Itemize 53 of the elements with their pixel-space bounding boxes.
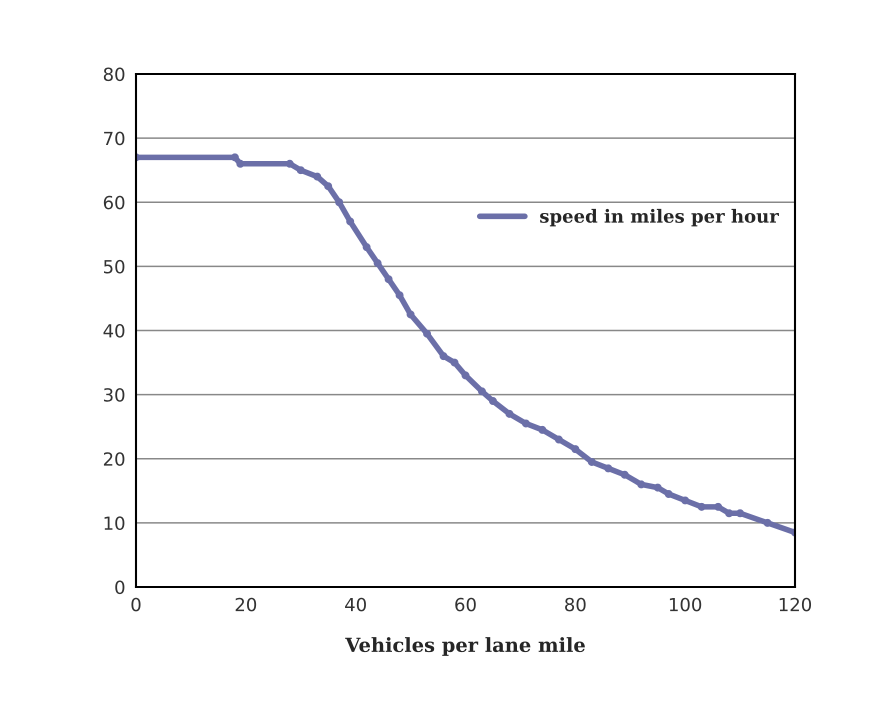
point [604, 464, 612, 472]
point [554, 436, 563, 444]
point [681, 496, 690, 504]
y-tick-label: 50 [104, 260, 124, 274]
point [286, 160, 294, 168]
x-tick-label: 40 [345, 598, 366, 612]
point [571, 445, 580, 454]
y-tick-label: 0 [115, 580, 124, 594]
point [714, 502, 722, 511]
y-tick-label: 40 [103, 324, 124, 338]
x-tick-label: 100 [670, 598, 702, 612]
x-tick-label: 120 [780, 598, 812, 612]
point [736, 509, 744, 518]
point [423, 330, 432, 338]
point [588, 458, 596, 466]
x-axis-title: Vehicles per lane mile [345, 637, 585, 656]
point [374, 259, 382, 268]
x-tick-label: 0 [131, 598, 141, 612]
point [478, 387, 486, 396]
point [654, 484, 662, 492]
point [505, 410, 514, 418]
y-tick-label: 60 [104, 196, 124, 210]
point [664, 490, 673, 498]
x-tick-label: 20 [236, 598, 256, 612]
point [335, 198, 344, 206]
point [230, 153, 239, 162]
point [296, 166, 305, 174]
y-tick-label: 10 [104, 516, 124, 530]
point [637, 480, 646, 488]
point [538, 426, 546, 434]
point [620, 470, 629, 479]
point [313, 172, 322, 181]
point [396, 291, 404, 300]
legend-label: speed in miles per hour [540, 208, 779, 226]
y-tick-label: 30 [104, 388, 124, 402]
y-tick-label: 20 [104, 452, 124, 466]
point [346, 217, 354, 226]
point [324, 182, 332, 190]
x-tick-label: 60 [455, 598, 476, 612]
y-tick-label: 70 [104, 132, 124, 146]
point [764, 518, 772, 527]
point [362, 243, 371, 252]
point [462, 371, 470, 380]
point [406, 310, 415, 318]
point [384, 275, 393, 284]
point [522, 419, 530, 428]
point [488, 397, 497, 406]
point [698, 502, 706, 511]
point [440, 352, 448, 360]
point [236, 160, 244, 168]
y-tick-label: 80 [104, 67, 124, 82]
point [450, 358, 459, 367]
x-tick-label: 80 [565, 598, 586, 612]
